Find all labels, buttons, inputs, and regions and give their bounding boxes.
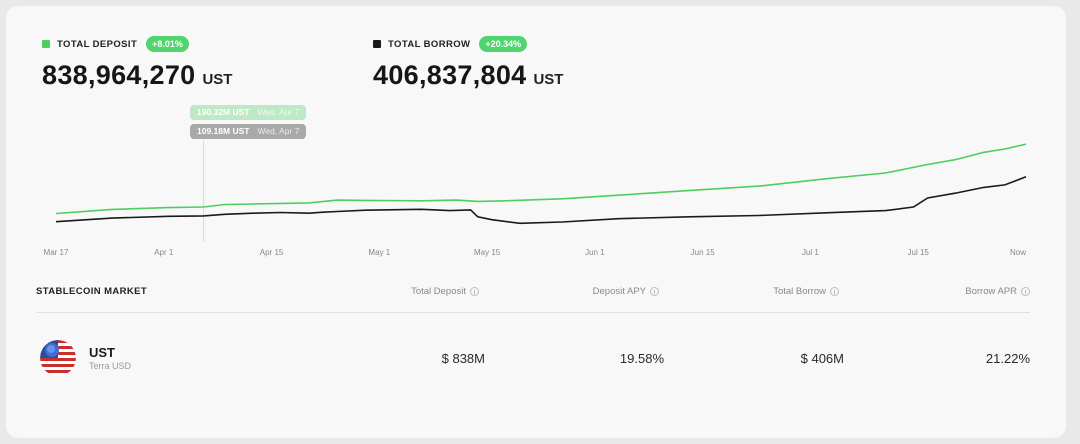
info-icon[interactable] bbox=[1021, 287, 1030, 296]
total-borrow-label: TOTAL BORROW bbox=[388, 38, 471, 50]
info-icon[interactable] bbox=[650, 287, 659, 296]
coin-name: UST bbox=[89, 345, 115, 360]
deposit-change-badge: +8.01% bbox=[146, 36, 189, 52]
borrow-tooltip-date: Wed, Apr 7 bbox=[257, 126, 300, 136]
info-icon[interactable] bbox=[830, 287, 839, 296]
x-tick-label: Apr 1 bbox=[154, 248, 174, 257]
coin-subtitle: Terra USD bbox=[89, 361, 132, 371]
x-tick-label: Apr 15 bbox=[260, 248, 284, 257]
deposit-legend-icon bbox=[42, 40, 50, 48]
x-tick-label: Jul 15 bbox=[908, 248, 930, 257]
deposit-borrow-chart[interactable]: Mar 17 Apr 1 Apr 15 May 1 May 15 Jun 1 Jun 15 J… bbox=[0, 0, 1080, 270]
col-total-borrow[interactable]: Total Borrow bbox=[773, 286, 839, 297]
x-tick-label: Now bbox=[1010, 248, 1026, 257]
cell-deposit-apy: 19.58% bbox=[619, 351, 664, 366]
col-deposit-apy-label: Deposit APY bbox=[592, 286, 646, 297]
deposit-series-line bbox=[55, 143, 1027, 215]
total-borrow-metric: TOTAL BORROW +20.34% 406,837,804 UST bbox=[373, 34, 563, 91]
col-deposit-apy[interactable]: Deposit APY bbox=[593, 286, 659, 297]
borrow-tooltip-value: 109.18M UST bbox=[197, 126, 250, 136]
market-title: STABLECOIN MARKET bbox=[36, 286, 148, 297]
cell-total-borrow: $ 406M bbox=[800, 351, 844, 366]
col-total-borrow-label: Total Borrow bbox=[773, 286, 826, 297]
x-axis-ticks: Mar 17 Apr 1 Apr 15 May 1 May 15 Jun 1 Jun 15 J… bbox=[44, 248, 1027, 257]
info-icon[interactable] bbox=[470, 287, 479, 296]
x-tick-label: May 1 bbox=[368, 248, 390, 257]
cell-total-deposit: $ 838M bbox=[441, 351, 485, 366]
market-table-header: STABLECOIN MARKET Total Deposit Deposit … bbox=[36, 283, 1030, 303]
total-deposit-metric: TOTAL DEPOSIT +8.01% 838,964,270 UST bbox=[42, 34, 232, 91]
col-borrow-apr-label: Borrow APR bbox=[965, 286, 1017, 297]
total-borrow-unit: UST bbox=[533, 71, 564, 88]
col-total-deposit[interactable]: Total Deposit bbox=[411, 286, 479, 297]
borrow-legend-icon bbox=[373, 40, 381, 48]
x-tick-label: Jul 1 bbox=[802, 248, 819, 257]
x-tick-label: Jun 1 bbox=[585, 248, 605, 257]
x-tick-label: Mar 17 bbox=[44, 248, 69, 257]
total-deposit-value: 838,964,270 bbox=[42, 60, 196, 90]
borrow-series-line bbox=[55, 176, 1027, 225]
deposit-tooltip-date: Wed, Apr 7 bbox=[257, 107, 300, 117]
cell-borrow-apr: 21.22% bbox=[985, 351, 1030, 366]
x-tick-label: Jun 15 bbox=[691, 248, 716, 257]
market-card bbox=[6, 6, 1066, 438]
borrow-tooltip: 109.18M UST Wed, Apr 7 bbox=[190, 124, 307, 139]
total-borrow-value: 406,837,804 bbox=[373, 60, 527, 90]
ust-flag-icon bbox=[40, 340, 76, 376]
deposit-tooltip-value: 190.32M UST bbox=[197, 107, 250, 117]
table-row[interactable]: UST Terra USD $ 838M 19.58% $ 406M 21.22… bbox=[36, 336, 1030, 380]
deposit-tooltip: 190.32M UST Wed, Apr 7 bbox=[190, 105, 307, 120]
x-tick-label: May 15 bbox=[474, 248, 501, 257]
table-divider bbox=[36, 312, 1030, 313]
total-deposit-unit: UST bbox=[202, 71, 233, 88]
total-deposit-label: TOTAL DEPOSIT bbox=[57, 38, 138, 50]
borrow-change-badge: +20.34% bbox=[479, 36, 528, 52]
col-total-deposit-label: Total Deposit bbox=[411, 286, 466, 297]
col-borrow-apr[interactable]: Borrow APR bbox=[965, 286, 1030, 297]
